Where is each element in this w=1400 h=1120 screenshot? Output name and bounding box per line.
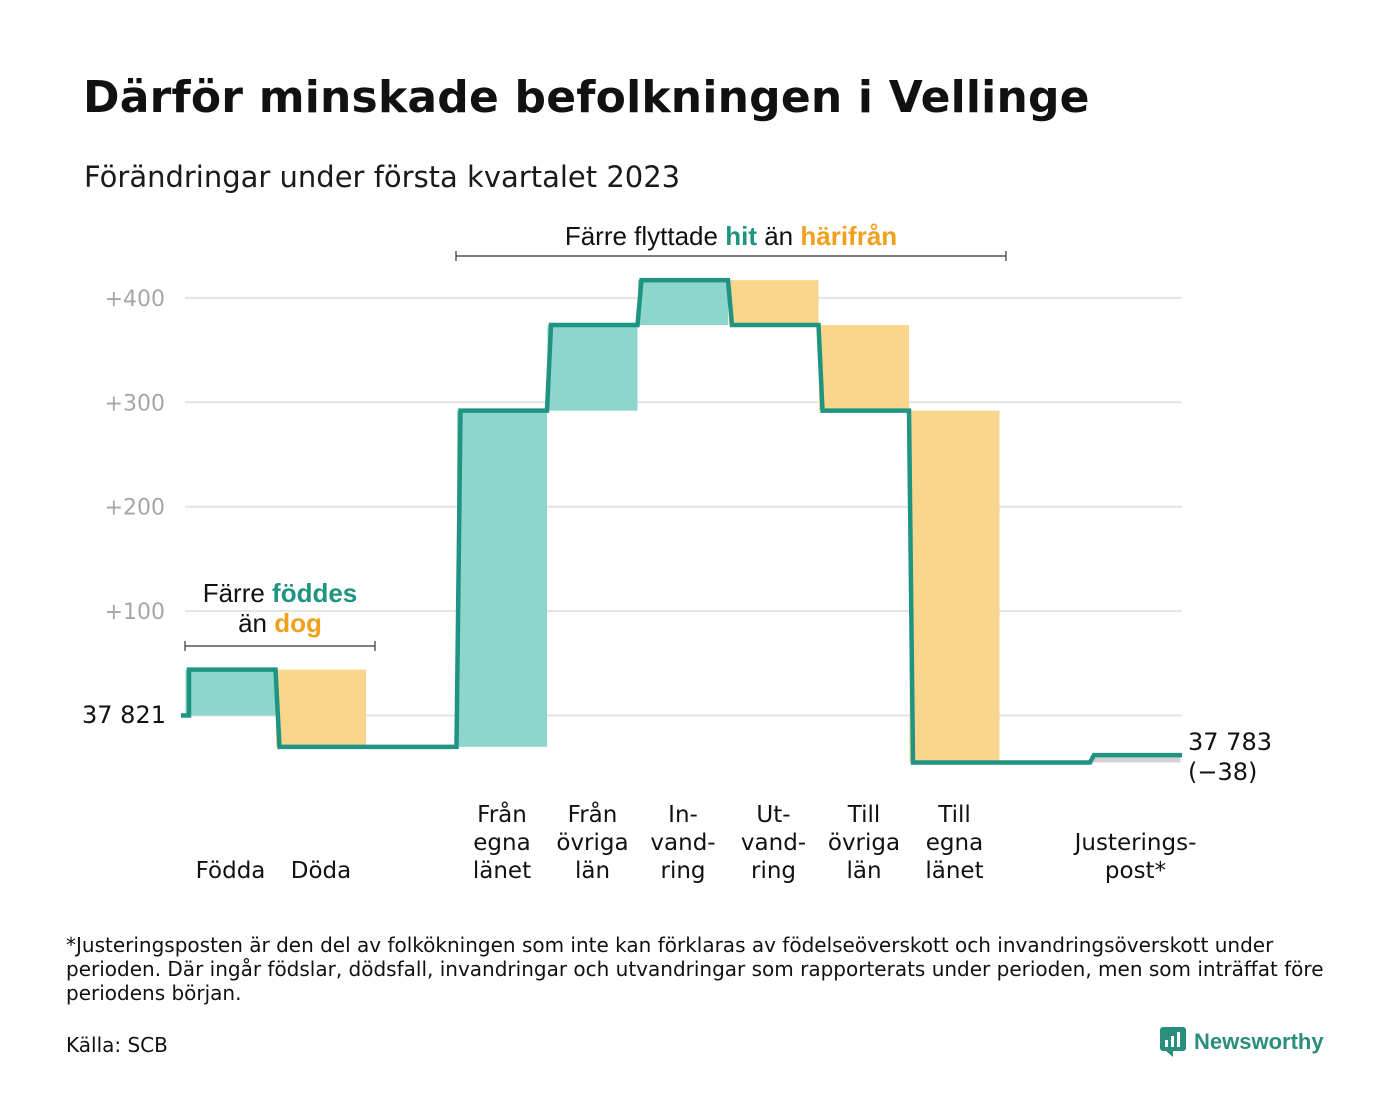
migration-annotation-bracket [455,251,1007,261]
births-annotation-line2: än dog [238,608,322,638]
bar-increase [547,325,638,411]
bar-decrease [728,280,819,326]
bars [185,280,1181,763]
bar-increase [638,280,728,326]
migration-annotation-middle: än [757,221,800,251]
births-annotation-pos: föddes [272,578,357,608]
births-annotation-neg: dog [274,608,322,638]
category-label: Till övriga län [828,802,900,884]
y-tick-label: +300 [105,391,165,416]
category-label: Från egna länet [473,800,531,884]
migration-annotation-pos: hit [725,221,757,251]
migration-annotation: Färre flyttade hit än härifrån [565,221,897,251]
births-annotation: Färre föddes [203,578,358,608]
bar-increase [185,669,276,716]
bar-decrease [909,410,1000,763]
newsworthy-logo-text: Newsworthy [1194,1029,1324,1054]
step-line [181,277,1182,765]
category-label: Döda [291,858,351,884]
migration-annotation-neg: härifrån [800,221,897,251]
y-tick-label: +200 [105,496,165,521]
births-annotation-line2-prefix: än [238,608,274,638]
births-annotation-bracket [184,641,376,651]
category-label: Ut-vand-ring [741,802,806,884]
source-note: Källa: SCB [66,1033,168,1057]
bar-decrease [819,325,909,411]
end-value-label: 37 783 [1188,728,1272,756]
category-label: Från övriga län [556,800,628,884]
y-tick-label: +100 [105,600,165,625]
newsworthy-logo-icon [1160,1027,1186,1057]
start-value-label: 37 821 [82,701,166,729]
end-change-label: (−38) [1188,758,1257,786]
newsworthy-logo: Newsworthy [1160,1027,1324,1057]
chart-title: Därför minskade befolkningen i Vellinge [83,72,1090,123]
labels: Födda Döda Från egna länet Från övriga län In-va… [196,800,1197,884]
category-label: Justerings-post* [1073,830,1197,884]
gridlines: +100 +200 +300 +400 [105,287,1182,717]
cumulative-step-line [181,277,1182,765]
y-tick-label: +400 [105,287,165,312]
category-label: Till egna länet [925,802,983,884]
category-label: In-vand-ring [650,802,715,884]
footnote: *Justeringsposten är den del av folkökni… [66,933,1324,1005]
births-annotation-prefix: Färre [203,578,272,608]
migration-annotation-prefix: Färre flyttade [565,221,725,251]
category-label: Födda [196,858,266,884]
chart-subtitle: Förändringar under första kvartalet 2023 [84,160,681,194]
bar-increase [457,410,547,747]
bar-adjustment [1090,755,1181,763]
bar-decrease [276,669,366,747]
